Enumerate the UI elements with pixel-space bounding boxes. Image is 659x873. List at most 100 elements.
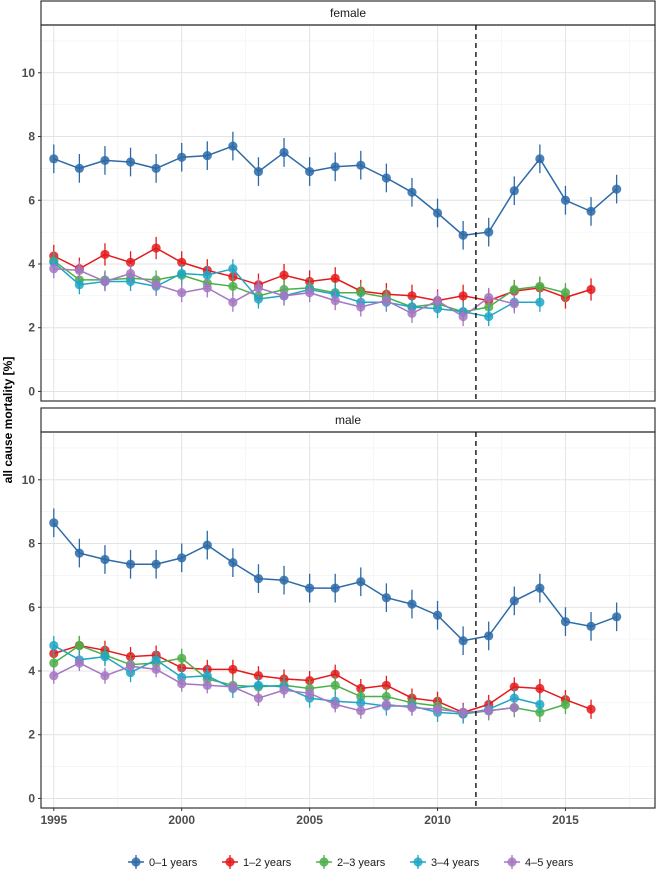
data-point xyxy=(100,249,110,260)
data-point xyxy=(228,682,238,692)
data-point xyxy=(458,291,468,301)
data-point xyxy=(279,575,289,585)
data-point xyxy=(228,558,238,568)
data-point xyxy=(202,671,212,681)
data-point xyxy=(381,593,391,603)
data-point xyxy=(560,195,571,205)
y-tick-label: 4 xyxy=(28,257,35,271)
panel-border xyxy=(40,24,656,402)
panel-male: male 0 2 4 6 8 10 xyxy=(22,407,656,809)
data-point xyxy=(381,296,391,306)
data-point xyxy=(49,658,59,668)
data-point xyxy=(151,163,161,173)
y-tick-label: 6 xyxy=(28,600,35,614)
data-point xyxy=(560,288,571,298)
data-point xyxy=(202,540,212,550)
data-point xyxy=(484,631,494,641)
data-point xyxy=(177,679,187,689)
data-point xyxy=(151,280,161,290)
x-tick-label: 2000 xyxy=(168,813,195,827)
data-point xyxy=(228,297,238,307)
data-point xyxy=(458,311,468,322)
legend-label: 2–3 years xyxy=(337,857,386,869)
data-point xyxy=(586,284,596,295)
data-point xyxy=(253,166,264,177)
data-point xyxy=(509,299,519,309)
data-point xyxy=(100,554,110,565)
x-axis: 1995 2000 2005 2010 2015 xyxy=(40,808,579,827)
legend: 0–1 years 1–2 years 2–3 years 3–4 years 4–5 … xyxy=(128,855,574,869)
legend-key-point xyxy=(413,857,423,867)
data-point xyxy=(74,265,84,275)
data-point xyxy=(151,664,161,674)
data-point xyxy=(458,230,468,240)
legend-label: 4–5 years xyxy=(525,857,574,869)
data-point xyxy=(509,596,519,606)
series-4-5-years xyxy=(49,259,519,327)
data-point xyxy=(151,559,161,569)
data-point xyxy=(330,680,340,690)
data-point xyxy=(432,704,443,714)
data-point xyxy=(407,308,417,318)
legend-key-point xyxy=(131,857,141,867)
data-point xyxy=(49,154,59,164)
data-point xyxy=(535,297,545,307)
legend-key-point xyxy=(319,857,329,867)
data-point xyxy=(74,658,84,668)
data-point xyxy=(560,699,571,710)
data-point xyxy=(356,160,366,170)
y-axis-title: all cause mortality [%] xyxy=(1,357,15,484)
data-point xyxy=(228,264,238,274)
data-point xyxy=(484,227,494,237)
panel-border xyxy=(40,431,656,809)
data-point xyxy=(432,610,443,620)
data-point xyxy=(202,270,212,280)
data-point xyxy=(407,291,417,301)
data-point xyxy=(202,680,212,690)
data-point xyxy=(279,291,289,301)
data-point xyxy=(330,699,340,710)
y-tick-label: 2 xyxy=(28,728,35,742)
legend-key-point xyxy=(507,857,517,867)
data-point xyxy=(509,703,519,713)
data-point xyxy=(253,283,264,293)
data-point xyxy=(330,583,340,593)
y-tick-label: 4 xyxy=(28,664,35,678)
data-point xyxy=(125,661,136,671)
data-point xyxy=(177,653,187,663)
data-point xyxy=(100,652,110,662)
y-tick-label: 2 xyxy=(28,321,35,335)
data-point xyxy=(509,284,519,295)
facet-strip-label: male xyxy=(335,413,361,427)
data-point xyxy=(407,703,417,713)
data-point xyxy=(612,184,622,194)
data-point xyxy=(535,154,545,164)
series-4-5-years xyxy=(49,655,519,721)
data-point xyxy=(305,288,315,298)
data-point xyxy=(305,688,315,698)
series-line xyxy=(53,247,592,302)
data-point xyxy=(381,699,391,710)
data-point xyxy=(458,707,468,718)
panel-female: female 0 2 4 6 8 10 xyxy=(22,0,656,402)
data-point xyxy=(151,655,161,665)
data-point xyxy=(535,683,545,694)
legend-item: 0–1 years xyxy=(128,855,198,869)
x-tick-label: 2010 xyxy=(424,813,451,827)
data-point xyxy=(535,699,545,710)
data-point xyxy=(100,155,110,166)
series-0-1-years xyxy=(49,508,622,656)
data-point xyxy=(305,166,315,177)
data-point xyxy=(432,296,443,306)
y-tick-label: 6 xyxy=(28,193,35,207)
data-point xyxy=(125,559,136,569)
data-point xyxy=(535,281,545,291)
y-tick-label: 8 xyxy=(28,130,35,144)
data-point xyxy=(177,288,187,298)
data-point xyxy=(151,243,161,253)
data-point xyxy=(458,636,468,646)
data-point xyxy=(228,141,238,151)
data-point xyxy=(228,664,238,674)
y-tick-label: 10 xyxy=(22,66,36,80)
data-point xyxy=(125,268,136,279)
